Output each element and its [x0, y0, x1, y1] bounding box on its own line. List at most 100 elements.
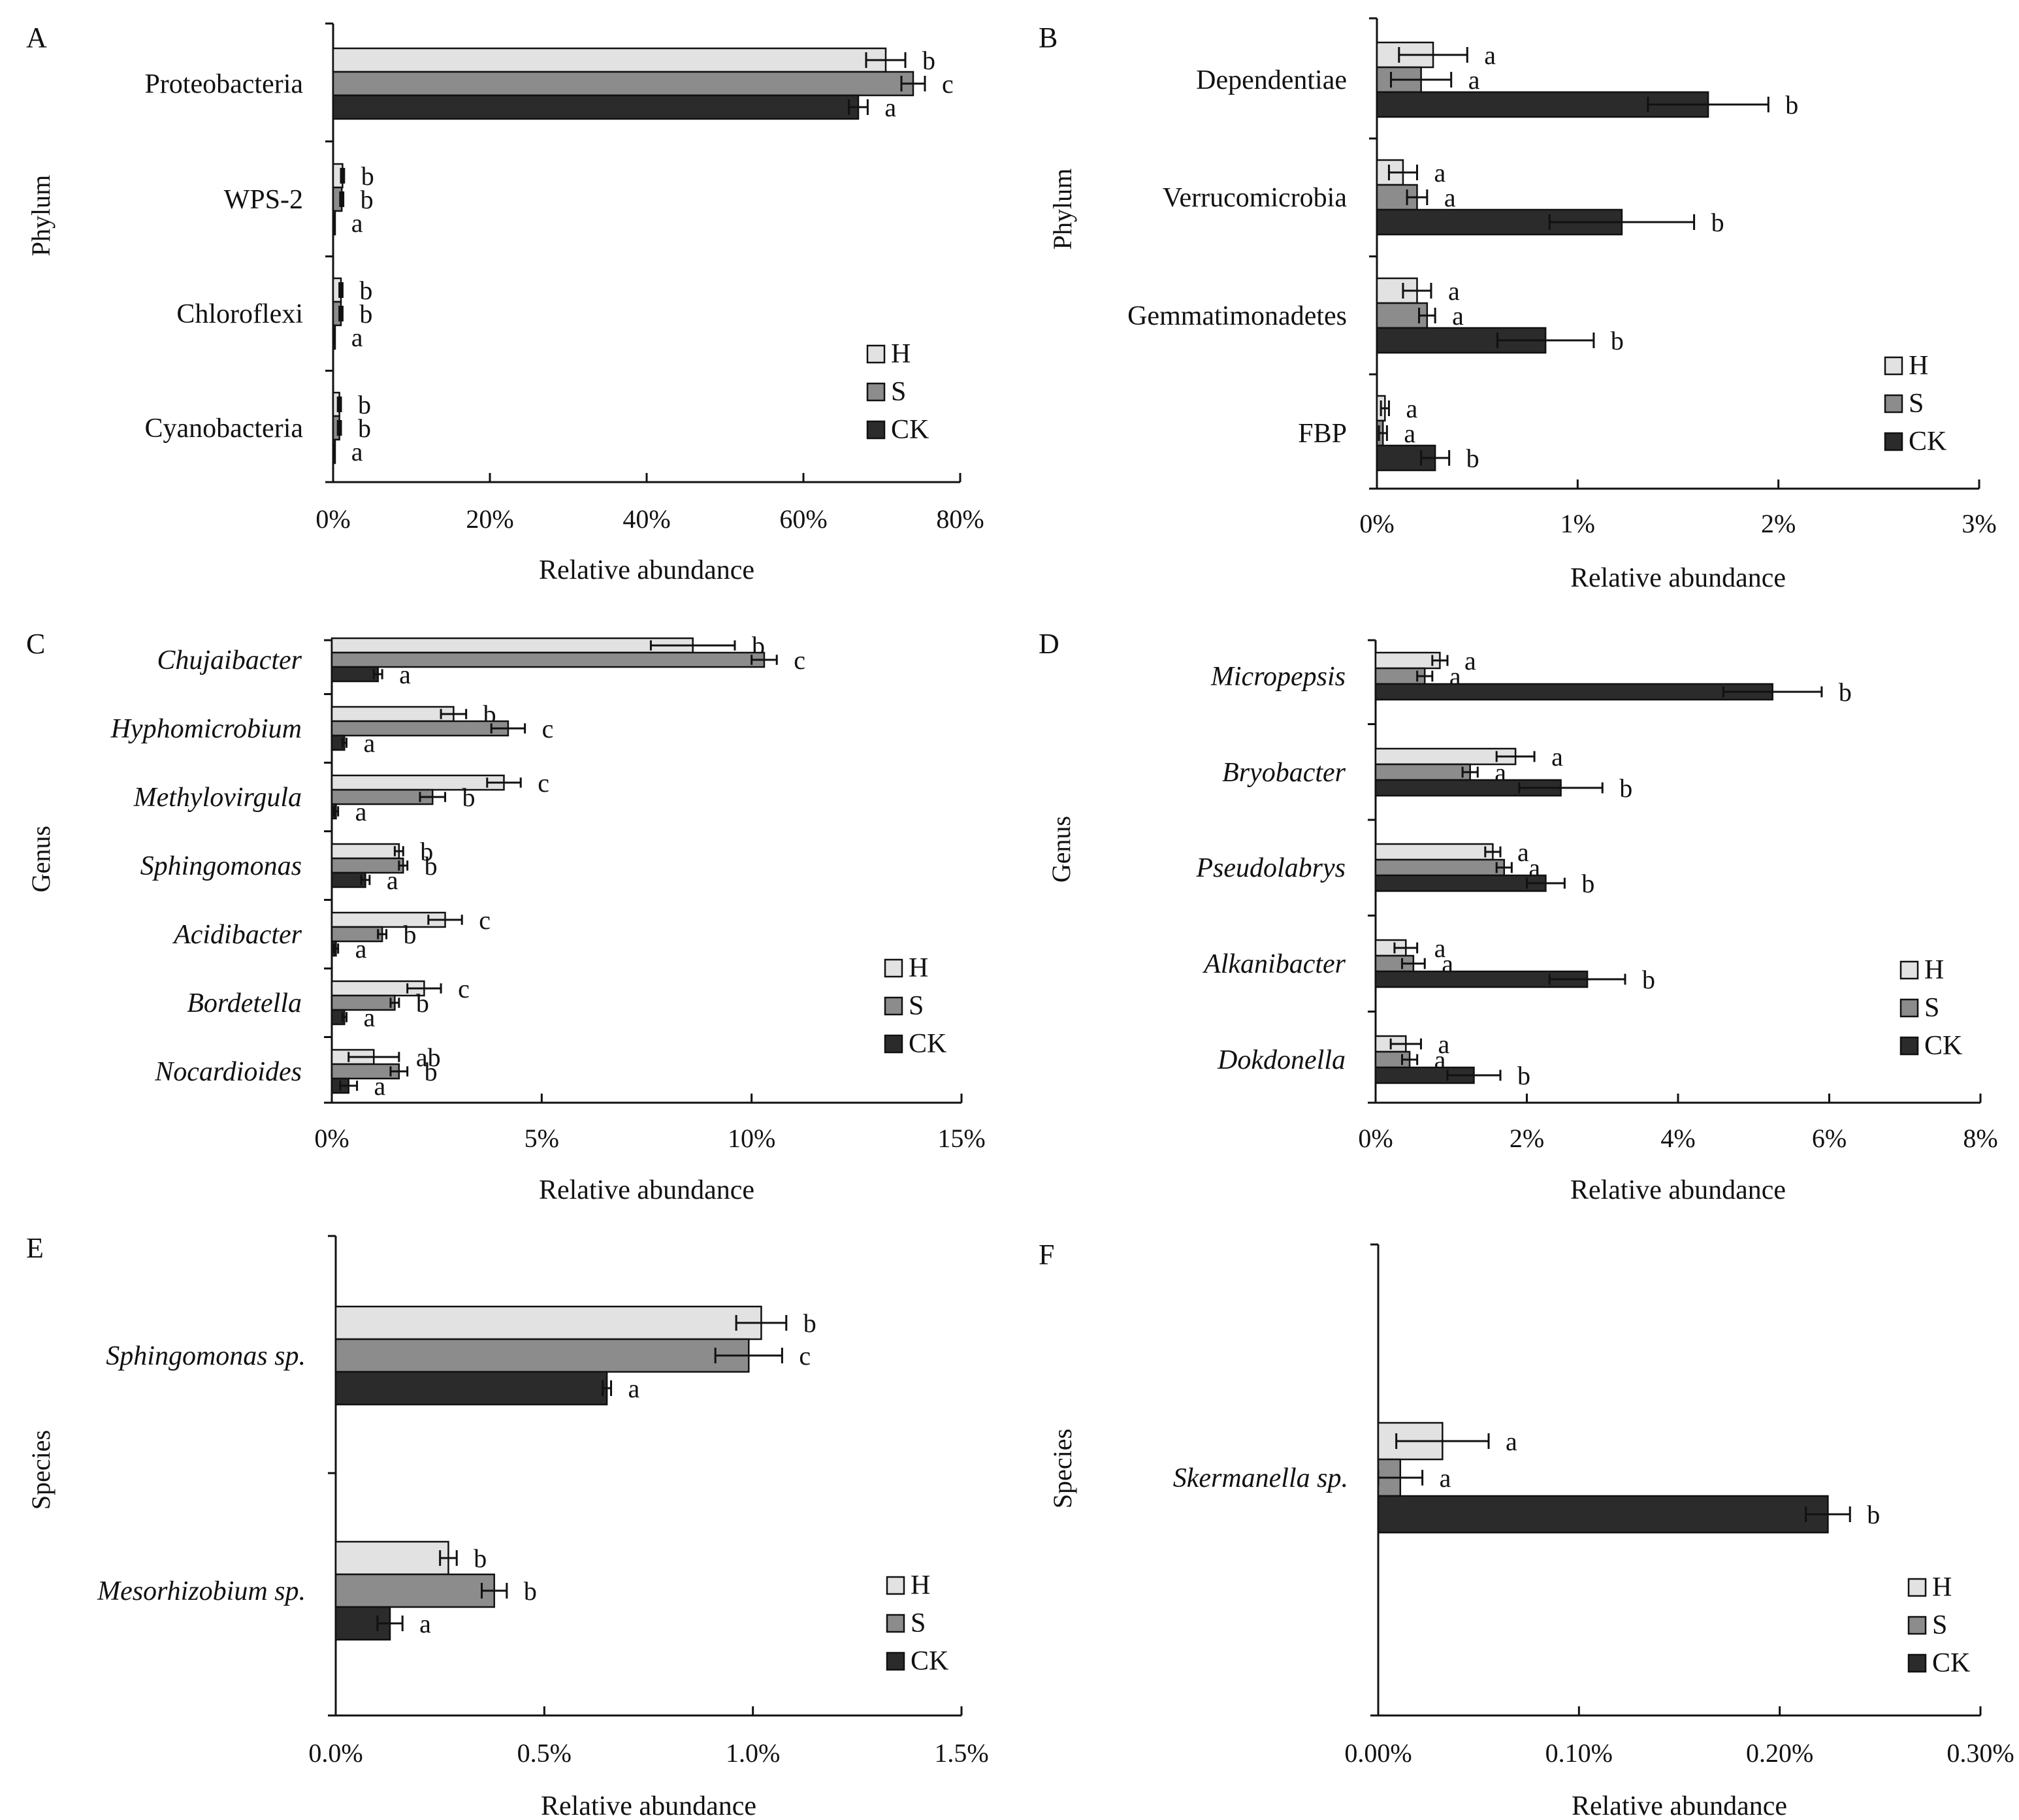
significance-letter: a	[884, 93, 896, 122]
x-tick-label: 0.30%	[1946, 1738, 2014, 1768]
error-bar	[398, 860, 409, 871]
significance-letter: a	[355, 797, 367, 826]
significance-letter: a	[1464, 646, 1476, 675]
x-tick-label: 5%	[525, 1124, 559, 1153]
significance-letter: b	[462, 783, 476, 812]
category-label: Micropepsis	[1210, 662, 1346, 692]
error-bar	[1518, 782, 1604, 794]
legend-label: CK	[1924, 1031, 1962, 1061]
category-label: Bryobacter	[1222, 758, 1346, 788]
bar-s	[1374, 763, 1471, 781]
significance-letter: b	[361, 185, 374, 214]
x-tick-label: 1.0%	[726, 1738, 780, 1768]
error-bar	[439, 1550, 458, 1566]
error-bar	[1805, 1506, 1851, 1522]
legend: HS CK	[1907, 1572, 1970, 1678]
error-bar	[1390, 72, 1453, 88]
x-tick-label: 10%	[728, 1124, 775, 1153]
category-label: Methylovirgula	[133, 783, 302, 813]
error-bar	[347, 1052, 400, 1062]
error-bar	[1402, 283, 1432, 299]
error-bar	[1446, 1069, 1502, 1081]
significance-letter: a	[1434, 934, 1446, 963]
x-axis-title: Relative abundance	[541, 1791, 756, 1820]
error-bar	[440, 709, 468, 719]
y-axis-title: Phylum	[26, 175, 56, 256]
category-label: WPS-2	[224, 185, 303, 215]
category-label: Chujaibacter	[157, 645, 302, 675]
x-tick-label: 0%	[1358, 1124, 1393, 1153]
bar-ck	[1377, 1495, 1829, 1534]
significance-letter: b	[1839, 677, 1852, 707]
significance-letter: b	[1466, 444, 1479, 473]
y-axis-title: Species	[1048, 1429, 1077, 1508]
error-bar	[336, 397, 342, 412]
legend-swatch-ck	[866, 420, 886, 440]
significance-letter: b	[358, 390, 371, 419]
significance-letter: a	[1551, 742, 1563, 772]
error-bar	[848, 99, 869, 115]
significance-letter: a	[363, 728, 375, 758]
error-bar	[1401, 1054, 1419, 1065]
significance-letter: b	[359, 299, 372, 329]
error-bar	[372, 669, 383, 679]
error-bar	[1395, 1433, 1490, 1449]
error-bar	[1418, 308, 1436, 323]
panel-letter: C	[26, 628, 45, 660]
x-axis-title: Relative abundance	[539, 555, 754, 585]
error-bar	[1380, 400, 1390, 416]
error-bar	[419, 792, 447, 802]
bar-h	[331, 706, 455, 723]
y-axis-title: Phylum	[1048, 169, 1077, 250]
x-tick-label: 2%	[1510, 1124, 1544, 1153]
legend-label: CK	[909, 1029, 946, 1059]
significance-letter: b	[1867, 1500, 1880, 1529]
y-axis-title: Genus	[26, 826, 56, 892]
significance-letter: b	[524, 1576, 537, 1606]
significance-letter: b	[1785, 90, 1798, 120]
legend: HS CK	[866, 339, 929, 445]
category-label: Nocardioides	[154, 1057, 302, 1087]
legend: HS CK	[1899, 955, 1962, 1061]
significance-letter: a	[628, 1374, 640, 1403]
panel-b: B Phylum 0% 1% 2% 3% Relative abundance Depende…	[1039, 17, 1997, 593]
x-tick-label: 0.00%	[1344, 1738, 1412, 1768]
x-tick-label: 8%	[1963, 1124, 1997, 1153]
bar-h	[332, 47, 887, 73]
bar-s	[331, 788, 434, 805]
error-bar	[1387, 165, 1418, 180]
error-bar	[1496, 333, 1595, 348]
category-label: Sphingomonas	[140, 851, 302, 881]
category-label: Verrucomicrobia	[1163, 183, 1348, 213]
error-bar	[1548, 214, 1696, 230]
legend-label: H	[909, 953, 928, 983]
error-bar	[602, 1380, 613, 1396]
legend-swatch-ck	[1899, 1036, 1919, 1056]
legend-swatch-ck	[884, 1034, 903, 1054]
legend-swatch-ck	[1884, 432, 1903, 451]
significance-letter: b	[922, 46, 935, 75]
significance-letter: a	[1404, 419, 1415, 448]
category-label: Chloroflexi	[176, 299, 303, 329]
bar-ck	[331, 666, 379, 683]
category-label: Hyphomicrobium	[110, 714, 302, 744]
panel-e: E Species 0.0% 0.5% 1.0% 1.5% Relative abundan…	[26, 1232, 989, 1820]
legend-label: S	[1909, 389, 1924, 419]
category-label: Gemmatimonadetes	[1127, 301, 1347, 331]
category-label: Skermanella sp.	[1173, 1463, 1348, 1493]
error-bar	[339, 191, 345, 207]
x-tick-label: 1.5%	[934, 1738, 988, 1768]
category-label: Proteobacteria	[144, 69, 303, 99]
error-bar	[900, 76, 926, 91]
x-tick-label: 6%	[1812, 1124, 1847, 1153]
significance-letter: b	[359, 276, 372, 305]
error-bar	[393, 846, 404, 856]
significance-letter: a	[1468, 65, 1480, 95]
error-bar	[377, 929, 388, 939]
legend-swatch-h	[1899, 960, 1919, 980]
error-bar	[339, 1081, 359, 1091]
significance-letter: a	[1484, 41, 1496, 70]
legend-swatch-h	[1907, 1578, 1927, 1597]
error-bar	[1377, 1470, 1424, 1486]
panel-c: C Genus 0% 5% 10% 15% Relative abundance Chujai…	[26, 628, 986, 1205]
